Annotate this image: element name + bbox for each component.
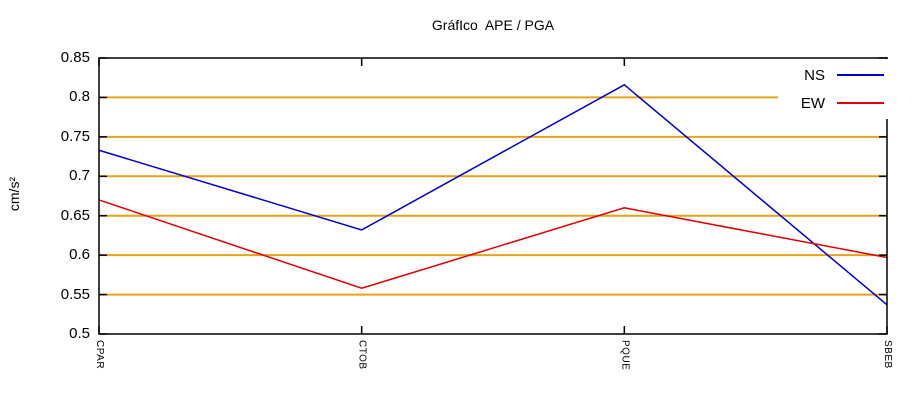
ytick-label-0.65: 0.65 (60, 206, 90, 224)
legend-entry-NS: NS (778, 61, 884, 89)
legend-label-EW: EW (800, 94, 825, 112)
legend-label-NS: NS (804, 66, 825, 84)
xtick-label-CTOB: CTOB (356, 340, 368, 370)
series-line-NS (98, 83, 888, 306)
xtick-label-CPAR: CPAR (94, 340, 105, 370)
legend-line-sample-EW (837, 102, 884, 104)
series-line-EW (98, 199, 888, 290)
legend: NS EW (778, 59, 890, 119)
plot-border (98, 57, 888, 335)
xtick-label-SBEB: SBEB (882, 340, 893, 369)
chart-title: GráfIco APE / PGA (431, 17, 555, 33)
ytick-label-0.7: 0.7 (69, 167, 90, 185)
legend-entry-EW: EW (778, 89, 884, 117)
ytick-label-0.55: 0.55 (60, 285, 90, 303)
ytick-label-0.5: 0.5 (69, 325, 90, 342)
ytick-label-0.75: 0.75 (60, 127, 90, 145)
ytick-label-0.8: 0.8 (69, 88, 90, 106)
ytick-label-0.6: 0.6 (69, 246, 90, 264)
ytick-label-0.85: 0.85 (60, 49, 90, 66)
xtick-label-PQUE: PQUE (619, 340, 631, 371)
legend-line-sample-NS (837, 74, 884, 76)
